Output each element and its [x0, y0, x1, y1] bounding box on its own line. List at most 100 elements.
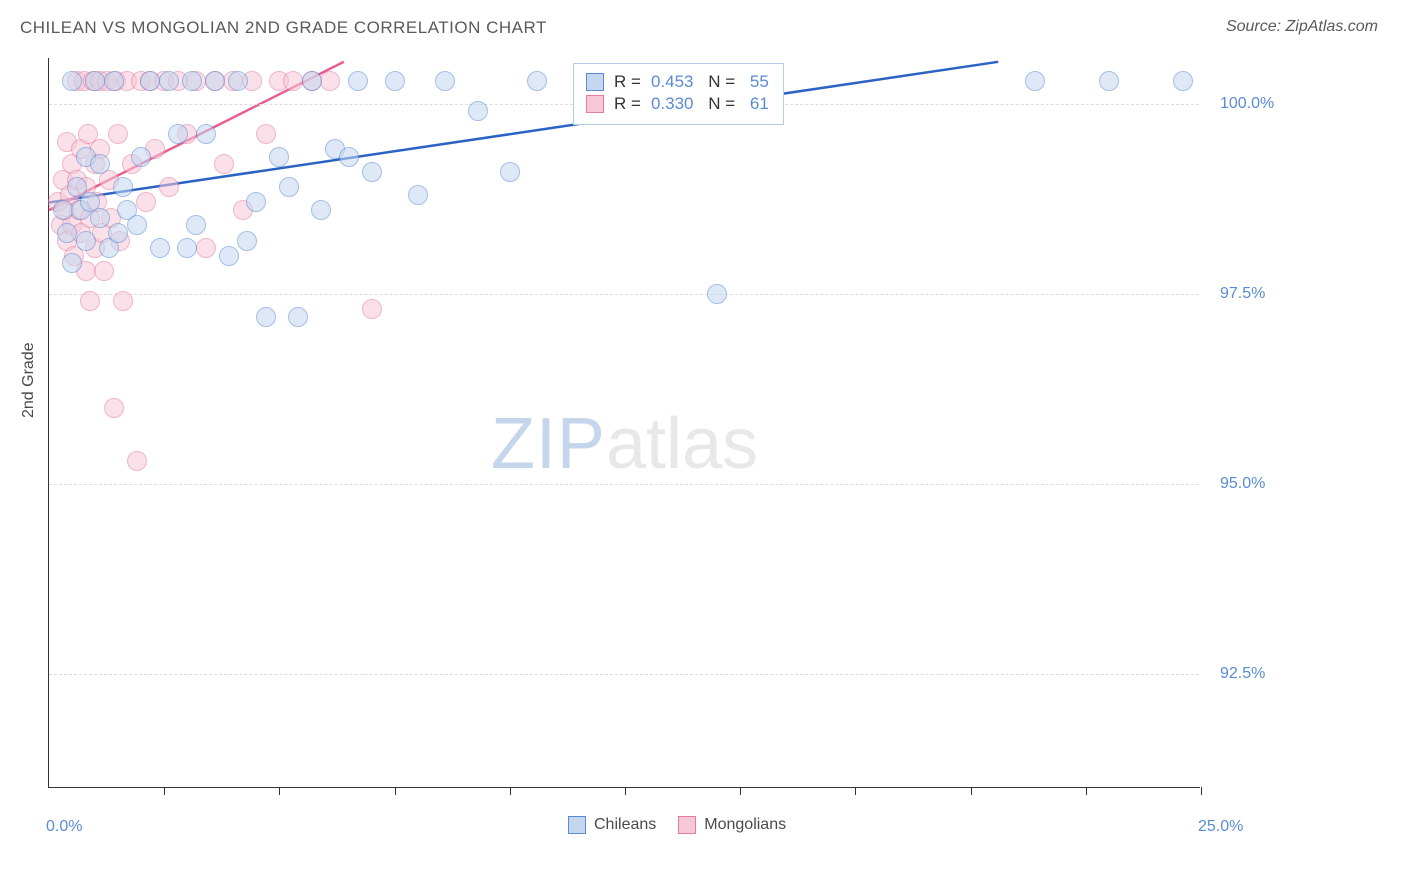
scatter-point — [468, 101, 488, 121]
scatter-point — [214, 154, 234, 174]
legend-r-label: R = — [614, 94, 641, 114]
x-tick — [1201, 787, 1202, 795]
legend-stats-box: R =0.453 N = 55R =0.330 N = 61 — [573, 63, 784, 125]
scatter-point — [348, 71, 368, 91]
scatter-point — [168, 124, 188, 144]
scatter-point — [279, 177, 299, 197]
scatter-point — [500, 162, 520, 182]
scatter-point — [219, 246, 239, 266]
scatter-point — [150, 238, 170, 258]
scatter-point — [76, 231, 96, 251]
scatter-point — [127, 215, 147, 235]
scatter-point — [104, 398, 124, 418]
legend-n-value: 61 — [745, 94, 769, 114]
scatter-point — [196, 124, 216, 144]
scatter-point — [113, 291, 133, 311]
scatter-point — [269, 147, 289, 167]
legend-swatch — [568, 816, 586, 834]
x-tick — [1086, 787, 1087, 795]
plot-outer: 2nd Grade ZIPatlas R =0.453 N = 55R =0.3… — [48, 58, 1376, 818]
scatter-point — [62, 253, 82, 273]
scatter-point — [435, 71, 455, 91]
scatter-point — [256, 124, 276, 144]
scatter-point — [127, 451, 147, 471]
chart-container: CHILEAN VS MONGOLIAN 2ND GRADE CORRELATI… — [0, 0, 1406, 892]
scatter-point — [90, 154, 110, 174]
scatter-point — [53, 200, 73, 220]
y-tick-label: 100.0% — [1220, 95, 1340, 113]
scatter-point — [85, 71, 105, 91]
scatter-point — [159, 71, 179, 91]
scatter-point — [140, 71, 160, 91]
scatter-point — [256, 307, 276, 327]
scatter-point — [246, 192, 266, 212]
scatter-point — [1173, 71, 1193, 91]
x-tick — [510, 787, 511, 795]
x-tick — [395, 787, 396, 795]
legend-n-value: 55 — [745, 72, 769, 92]
scatter-point — [228, 71, 248, 91]
x-tick — [279, 787, 280, 795]
scatter-point — [57, 223, 77, 243]
x-tick — [971, 787, 972, 795]
scatter-point — [136, 192, 156, 212]
legend-r-value: 0.453 — [651, 72, 694, 92]
x-tick-label: 25.0% — [1198, 818, 1243, 836]
x-tick — [625, 787, 626, 795]
legend-item: Mongolians — [678, 816, 786, 834]
legend-item: Chileans — [568, 816, 656, 834]
plot-area: ZIPatlas — [48, 58, 1200, 788]
gridline — [49, 484, 1199, 485]
scatter-point — [288, 307, 308, 327]
scatter-point — [237, 231, 257, 251]
legend-r-label: R = — [614, 72, 641, 92]
scatter-point — [362, 299, 382, 319]
chart-title: CHILEAN VS MONGOLIAN 2ND GRADE CORRELATI… — [20, 18, 547, 38]
x-tick-label: 0.0% — [46, 818, 82, 836]
watermark-zip: ZIP — [491, 404, 606, 484]
scatter-point — [177, 238, 197, 258]
scatter-point — [62, 71, 82, 91]
scatter-point — [94, 261, 114, 281]
scatter-point — [159, 177, 179, 197]
x-tick — [164, 787, 165, 795]
scatter-point — [196, 238, 216, 258]
legend-n-label: N = — [703, 94, 735, 114]
legend-label: Mongolians — [704, 816, 786, 834]
scatter-point — [205, 71, 225, 91]
scatter-point — [362, 162, 382, 182]
scatter-point — [113, 177, 133, 197]
x-tick — [740, 787, 741, 795]
scatter-point — [90, 208, 110, 228]
scatter-point — [707, 284, 727, 304]
gridline — [49, 294, 1199, 295]
y-tick-label: 97.5% — [1220, 285, 1340, 303]
scatter-point — [1025, 71, 1045, 91]
y-axis-label: 2nd Grade — [20, 342, 38, 418]
scatter-point — [408, 185, 428, 205]
scatter-point — [527, 71, 547, 91]
watermark: ZIPatlas — [491, 403, 758, 485]
scatter-point — [104, 71, 124, 91]
chart-source: Source: ZipAtlas.com — [1226, 18, 1378, 36]
legend-swatch — [586, 95, 604, 113]
legend-stats-row: R = 0.453 N = 55 — [586, 72, 769, 92]
scatter-point — [108, 223, 128, 243]
scatter-point — [311, 200, 331, 220]
legend-swatch — [586, 73, 604, 91]
legend-n-label: N = — [703, 72, 735, 92]
gridline — [49, 674, 1199, 675]
y-tick-label: 95.0% — [1220, 475, 1340, 493]
scatter-point — [283, 71, 303, 91]
scatter-point — [108, 124, 128, 144]
watermark-atlas: atlas — [606, 404, 758, 484]
scatter-point — [182, 71, 202, 91]
x-tick — [855, 787, 856, 795]
scatter-point — [80, 291, 100, 311]
scatter-point — [320, 71, 340, 91]
scatter-point — [186, 215, 206, 235]
y-tick-label: 92.5% — [1220, 665, 1340, 683]
scatter-point — [302, 71, 322, 91]
legend-swatch — [678, 816, 696, 834]
scatter-point — [339, 147, 359, 167]
